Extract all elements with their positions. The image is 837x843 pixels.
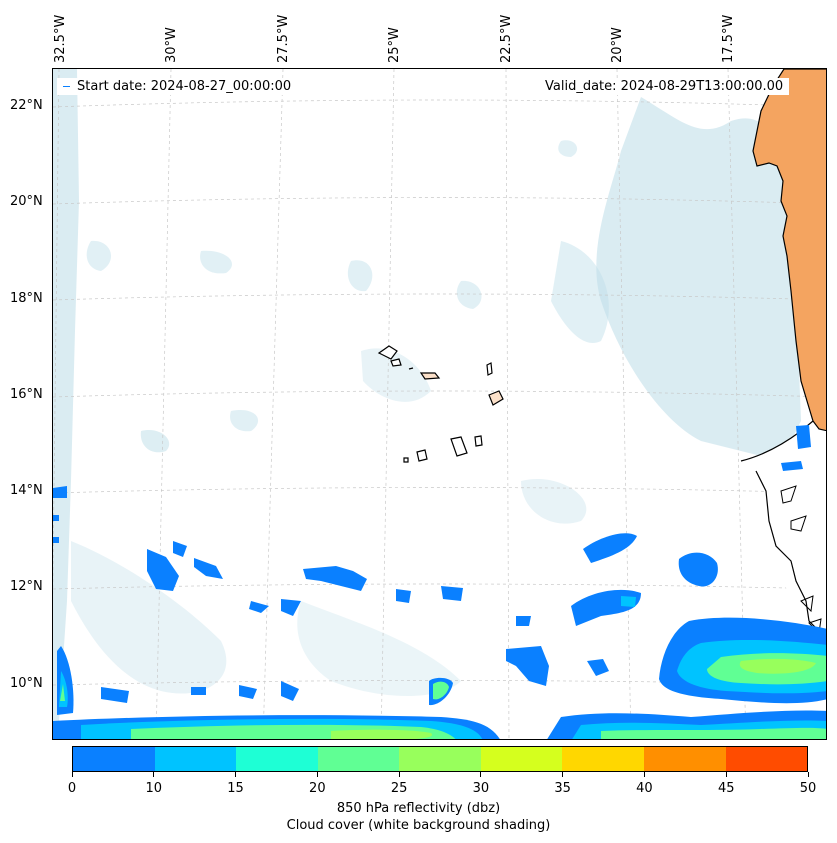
lat-label-18n: 18°N (10, 291, 43, 306)
colorbar-segment-2 (236, 747, 318, 771)
colorbar-tick-label: 20 (309, 781, 326, 796)
colorbar-tick-label: 25 (390, 781, 408, 796)
colorbar-segment-6 (562, 747, 644, 771)
lon-label-32-5w: 32.5°W (53, 14, 68, 63)
colorbar-tick-label: 35 (554, 781, 571, 796)
colorbar-tick-mark (71, 772, 73, 777)
colorbar-tick-mark (316, 772, 318, 777)
start-date-legend: Start date: 2024-08-27_00:00:00 (57, 78, 298, 95)
colorbar-subtitle: Cloud cover (white background shading) (286, 818, 551, 833)
map-panel[interactable]: Start date: 2024-08-27_00:00:00 Valid_da… (52, 68, 827, 740)
colorbar-tick-label: 0 (67, 781, 77, 796)
colorbar-segment-4 (399, 747, 481, 771)
colorbar-tick-mark (398, 772, 400, 777)
colorbar-tick-mark (562, 772, 564, 777)
lon-label-27-5w: 27.5°W (276, 14, 291, 63)
colorbar-tick-label: 30 (472, 781, 490, 796)
colorbar-segment-7 (643, 747, 726, 771)
colorbar-tick-mark (643, 772, 645, 777)
lat-label-20n: 20°N (10, 194, 43, 209)
colorbar-tick-label: 45 (717, 781, 735, 796)
colorbar-tick-label: 15 (227, 781, 244, 796)
lat-label-16n: 16°N (10, 387, 43, 402)
start-date-label: Start date: 2024-08-27_00:00:00 (77, 79, 292, 94)
valid-date-label: Valid_date: 2024-08-29T13:00:00.00 (539, 78, 790, 95)
reflectivity-layer (53, 425, 826, 739)
colorbar-tick-label: 10 (145, 781, 163, 796)
lon-label-30w: 30°W (164, 27, 179, 63)
lat-label-22n: 22°N (10, 98, 43, 113)
colorbar-tick-mark (725, 772, 727, 777)
colorbar-segment-8 (725, 747, 808, 771)
colorbar-tick-label: 40 (636, 781, 653, 796)
colorbar-segment-0 (73, 747, 155, 771)
colorbar-tick-label: 50 (799, 781, 817, 796)
lat-label-10n: 10°N (10, 676, 43, 691)
colorbar-tick-mark (235, 772, 237, 777)
colorbar-tick-mark (480, 772, 482, 777)
lon-label-17-5w: 17.5°W (721, 14, 736, 63)
colorbar-segment-1 (154, 747, 237, 771)
lon-label-20w: 20°W (610, 27, 625, 63)
colorbar-tick-mark (807, 772, 809, 777)
colorbar-segment-3 (317, 747, 400, 771)
lon-label-25w: 25°W (387, 27, 402, 63)
map-canvas (53, 69, 826, 739)
cape-verde-islands (377, 345, 504, 463)
colorbar-segment-5 (480, 747, 563, 771)
reflectivity-colorbar (72, 746, 808, 772)
colorbar-title: 850 hPa reflectivity (dbz) (336, 801, 501, 816)
colorbar-tick-mark (153, 772, 155, 777)
lat-label-12n: 12°N (10, 579, 43, 594)
legend-line-icon (63, 86, 70, 87)
lat-label-14n: 14°N (10, 483, 43, 498)
cloud-cover-layer (53, 69, 801, 721)
lon-label-22-5w: 22.5°W (499, 14, 514, 63)
